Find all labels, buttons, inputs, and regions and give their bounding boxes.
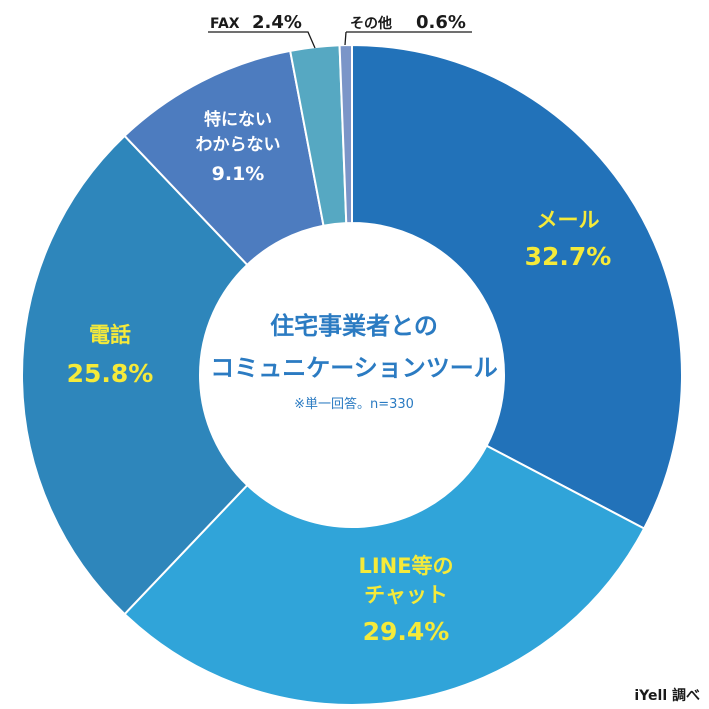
slice-label-other: その他 (350, 15, 392, 32)
slice-value-line-chat: 29.4% (363, 617, 450, 646)
slice-value-mail: 32.7% (525, 242, 612, 271)
slice-value-other: 0.6% (416, 12, 466, 33)
fax-leader-line (208, 31, 316, 49)
slice-value-none: 9.1% (212, 163, 265, 185)
chart-title-line-1: 住宅事業者との (270, 312, 438, 340)
slice-value-phone: 25.8% (67, 359, 154, 388)
slice-mail (351, 43, 683, 530)
slice-phone (20, 134, 249, 616)
slice-other (338, 43, 353, 225)
chart-note: ※単一回答。n=330 (294, 396, 414, 412)
slice-label-fax: FAX (210, 16, 240, 32)
slice-label-line-chat-1: LINE等の (358, 554, 453, 578)
slice-label-mail: メール (537, 208, 600, 232)
source-credit: iYell 調べ (634, 687, 700, 704)
other-leader-tick (344, 31, 347, 46)
slice-label-none-1: 特にない (204, 109, 272, 130)
donut-segments (20, 43, 683, 706)
slice-line-chat (123, 444, 646, 706)
slice-value-fax: 2.4% (252, 12, 302, 33)
slice-label-none-2: わからない (196, 135, 281, 155)
slice-label-line-chat-2: チャット (364, 583, 448, 607)
slice-label-phone: 電話 (89, 323, 131, 347)
chart-title-line-2: コミュニケーションツール (210, 354, 498, 382)
